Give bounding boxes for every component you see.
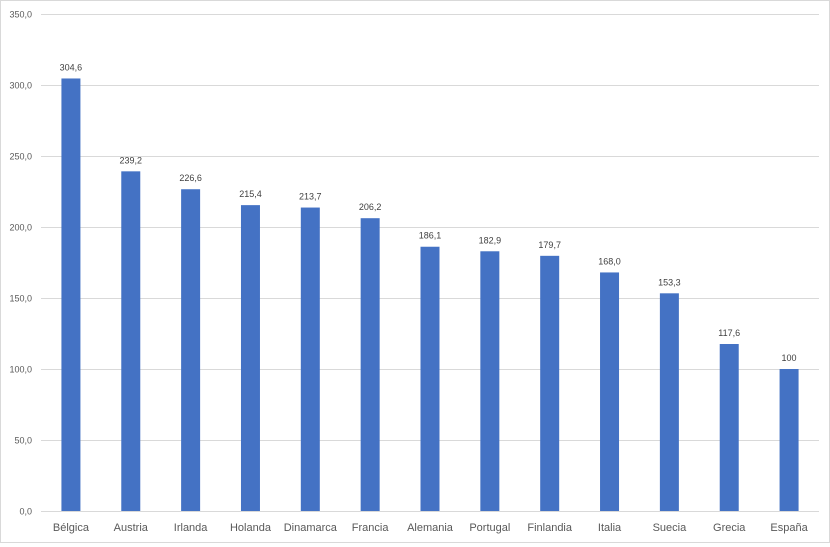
bar: [540, 255, 560, 511]
category-label: Grecia: [713, 522, 746, 534]
data-label: 215,4: [239, 189, 262, 199]
bars: [61, 78, 799, 512]
y-tick-label: 50,0: [14, 436, 32, 446]
bar: [360, 218, 380, 512]
category-label: Bélgica: [53, 522, 90, 534]
bar: [659, 293, 679, 511]
y-tick-label: 250,0: [9, 152, 32, 162]
bar: [240, 205, 260, 511]
category-label: Irlanda: [174, 522, 209, 534]
bar: [61, 78, 81, 511]
y-tick-label: 150,0: [9, 294, 32, 304]
bar: [181, 189, 201, 511]
category-label: Holanda: [230, 522, 272, 534]
bar: [600, 272, 620, 511]
bar: [121, 171, 141, 511]
category-label: Italia: [598, 522, 622, 534]
category-label: España: [770, 522, 808, 534]
category-label: Alemania: [407, 522, 454, 534]
y-tick-label: 0,0: [19, 507, 32, 517]
bar: [480, 251, 500, 512]
category-label: Francia: [352, 522, 390, 534]
y-tick-label: 200,0: [9, 223, 32, 233]
category-label: Austria: [114, 522, 149, 534]
bar: [420, 246, 440, 511]
data-label: 206,2: [359, 202, 382, 212]
data-label: 100: [782, 353, 797, 363]
data-label: 213,7: [299, 192, 322, 202]
category-label: Portugal: [469, 522, 510, 534]
data-label: 304,6: [60, 62, 83, 72]
y-axis-tick-labels: 0,0 50,0 100,0 150,0 200,0 250,0 300,0 350,0: [9, 10, 32, 517]
category-label: Suecia: [653, 522, 688, 534]
data-label: 226,6: [179, 173, 202, 183]
bar: [300, 207, 320, 511]
data-labels: 304,6 239,2 226,6 215,4 213,7 206,2 186,1 182,9…: [60, 62, 797, 363]
category-label: Dinamarca: [284, 522, 338, 534]
x-axis-category-labels: Bélgica Austria Irlanda Holanda Dinamarca Fra…: [53, 522, 809, 534]
data-label: 179,7: [538, 240, 561, 250]
y-tick-label: 100,0: [9, 365, 32, 375]
category-label: Finlandia: [527, 522, 573, 534]
y-tick-label: 350,0: [9, 10, 32, 20]
y-tick-label: 300,0: [9, 81, 32, 91]
bar: [719, 344, 739, 511]
data-label: 117,6: [718, 328, 740, 338]
data-label: 168,0: [598, 256, 621, 266]
data-label: 153,3: [658, 277, 681, 287]
data-label: 182,9: [479, 235, 502, 245]
bar: [779, 369, 799, 511]
gridlines: [41, 14, 819, 512]
data-label: 186,1: [419, 231, 442, 241]
data-label: 239,2: [120, 155, 143, 165]
